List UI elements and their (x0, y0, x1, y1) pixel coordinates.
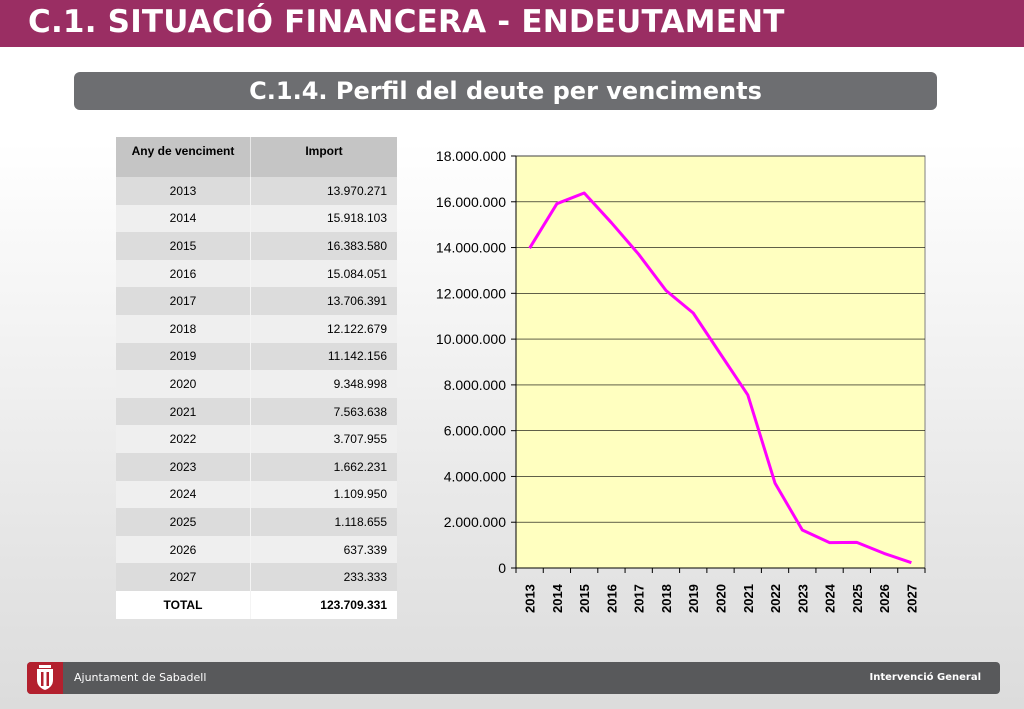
table-row: 2021 7.563.638 (116, 397, 397, 426)
x-tick-label: 2027 (904, 584, 919, 613)
x-tick-label: 2024 (823, 583, 838, 613)
table-cell-amount: 15.084.051 (250, 259, 397, 288)
table-cell-amount: 1.109.950 (250, 480, 397, 509)
table-cell-year: 2023 (116, 452, 251, 481)
x-tick-label: 2023 (795, 584, 810, 613)
table-row: 2014 15.918.103 (116, 204, 397, 233)
page-title: C.1. SITUACIÓ FINANCERA - ENDEUTAMENT (28, 4, 785, 40)
x-tick-label: 2015 (577, 584, 592, 613)
table-cell-amount: 233.333 (250, 563, 397, 591)
table-row: 2024 1.109.950 (116, 480, 397, 509)
table-cell-amount: 13.706.391 (250, 287, 397, 315)
series-line (528, 191, 912, 565)
table-cell-year: 2015 (116, 232, 251, 260)
table-total-row: TOTAL 123.709.331 (116, 590, 397, 619)
column-header-amount: Import (250, 137, 397, 177)
y-tick-label: 12.000.000 (436, 285, 506, 301)
table-cell-year: 2019 (116, 342, 251, 371)
table-header-row: Any de venciment Import (116, 137, 397, 177)
table-row: 2016 15.084.051 (116, 259, 397, 288)
table-cell-amount: 12.122.679 (250, 314, 397, 343)
table-body: 2013 13.970.271 2014 15.918.103 2015 16.383.5… (116, 177, 397, 619)
x-tick-label: 2025 (850, 584, 865, 613)
table-cell-year: 2024 (116, 480, 251, 509)
maturity-table: Any de venciment Import 2013 13.970.271 20… (116, 137, 397, 619)
table-cell-amount: 1.118.655 (250, 508, 397, 536)
table-row: 2026 637.339 (116, 535, 397, 564)
table-row: 2018 12.122.679 (116, 314, 397, 343)
x-tick-label: 2021 (741, 584, 756, 613)
footer-bar: Ajuntament de Sabadell Intervenció Gener… (27, 662, 1000, 694)
table-row: 2013 13.970.271 (116, 177, 397, 205)
table-row: 2027 233.333 (116, 563, 397, 591)
table-cell-year: 2016 (116, 259, 251, 288)
header-band (0, 0, 1024, 47)
y-tick-label: 16.000.000 (436, 194, 506, 210)
y-tick-label: 6.000.000 (444, 423, 506, 439)
total-label: TOTAL (116, 590, 251, 619)
table-row: 2019 11.142.156 (116, 342, 397, 371)
x-tick-label: 2019 (686, 584, 701, 613)
x-tick-label: 2018 (659, 584, 674, 613)
x-tick-label: 2026 (877, 584, 892, 613)
table-cell-amount: 7.563.638 (250, 397, 397, 426)
table-row: 2020 9.348.998 (116, 370, 397, 398)
y-tick-label: 4.000.000 (444, 468, 506, 484)
table-cell-year: 2013 (116, 177, 251, 205)
plot-area (515, 155, 926, 569)
table-cell-amount: 11.142.156 (250, 342, 397, 371)
table-row: 2015 16.383.580 (116, 232, 397, 260)
column-header-year: Any de venciment (116, 137, 251, 177)
table-cell-year: 2020 (116, 370, 251, 398)
y-tick-label: 10.000.000 (436, 331, 506, 347)
table-row: 2022 3.707.955 (116, 425, 397, 453)
city-coat-of-arms-icon (27, 662, 63, 694)
table-cell-year: 2021 (116, 397, 251, 426)
table-cell-amount: 16.383.580 (250, 232, 397, 260)
table-cell-year: 2022 (116, 425, 251, 453)
table-row: 2025 1.118.655 (116, 508, 397, 536)
total-value: 123.709.331 (250, 590, 397, 619)
table-cell-amount: 9.348.998 (250, 370, 397, 398)
footer-department: Intervenció General (869, 672, 981, 683)
y-tick-label: 18.000.000 (436, 148, 506, 164)
table-cell-amount: 637.339 (250, 535, 397, 564)
table-cell-year: 2026 (116, 535, 251, 564)
table-cell-year: 2025 (116, 508, 251, 536)
maturity-line-chart: 0 2.000.000 4.000.000 6.000.000 8.000.000 10.… (436, 148, 926, 613)
x-tick-label: 2017 (632, 584, 647, 613)
table-cell-amount: 15.918.103 (250, 204, 397, 233)
table-cell-amount: 1.662.231 (250, 452, 397, 481)
section-title: C.1.4. Perfil del deute per venciments (74, 72, 937, 110)
x-tick-label: 2013 (523, 584, 538, 613)
table-cell-year: 2014 (116, 204, 251, 233)
table-cell-amount: 13.970.271 (250, 177, 397, 205)
table-row: 2023 1.662.231 (116, 452, 397, 481)
y-tick-label: 14.000.000 (436, 240, 506, 256)
y-tick-label: 0 (498, 560, 506, 576)
x-tick-label: 2022 (768, 584, 783, 613)
x-tick-label: 2016 (604, 584, 619, 613)
x-tick-label: 2020 (714, 584, 729, 613)
table-cell-year: 2017 (116, 287, 251, 315)
table-cell-year: 2027 (116, 563, 251, 591)
y-tick-label: 2.000.000 (444, 514, 506, 530)
table-cell-year: 2018 (116, 314, 251, 343)
x-tick-label: 2014 (550, 583, 565, 613)
table-cell-amount: 3.707.955 (250, 425, 397, 453)
footer-organization: Ajuntament de Sabadell (74, 671, 207, 684)
y-tick-label: 8.000.000 (444, 377, 506, 393)
table-row: 2017 13.706.391 (116, 287, 397, 315)
